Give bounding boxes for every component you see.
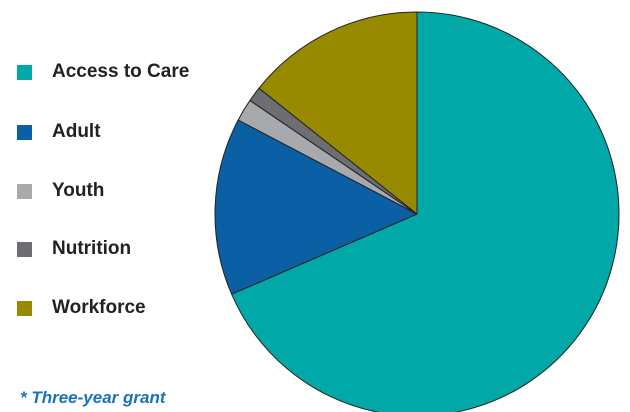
legend-item-youth: Youth — [17, 179, 104, 203]
legend-swatch — [17, 241, 32, 257]
legend-label: Nutrition — [52, 238, 132, 259]
legend-label: Workforce — [52, 297, 146, 318]
legend-label: Access to Care — [52, 61, 190, 82]
legend-swatch — [17, 124, 32, 140]
legend-item-nutrition: Nutrition — [17, 237, 131, 261]
legend-item-access-to-care: Access to Care — [17, 60, 189, 84]
pie-slice-adult — [214, 119, 418, 295]
legend-item-workforce: Workforce — [17, 296, 146, 320]
legend-item-adult: Adult — [17, 120, 101, 144]
pie-slice-access-to-care — [231, 11, 620, 412]
legend-swatch — [17, 300, 32, 316]
footnote: * Three-year grant — [20, 388, 166, 407]
legend-label: Adult — [52, 121, 101, 142]
pie-slice-workforce — [258, 11, 418, 215]
legend-swatch — [17, 183, 32, 199]
legend-swatch — [17, 64, 32, 80]
legend-label: Youth — [52, 180, 105, 201]
